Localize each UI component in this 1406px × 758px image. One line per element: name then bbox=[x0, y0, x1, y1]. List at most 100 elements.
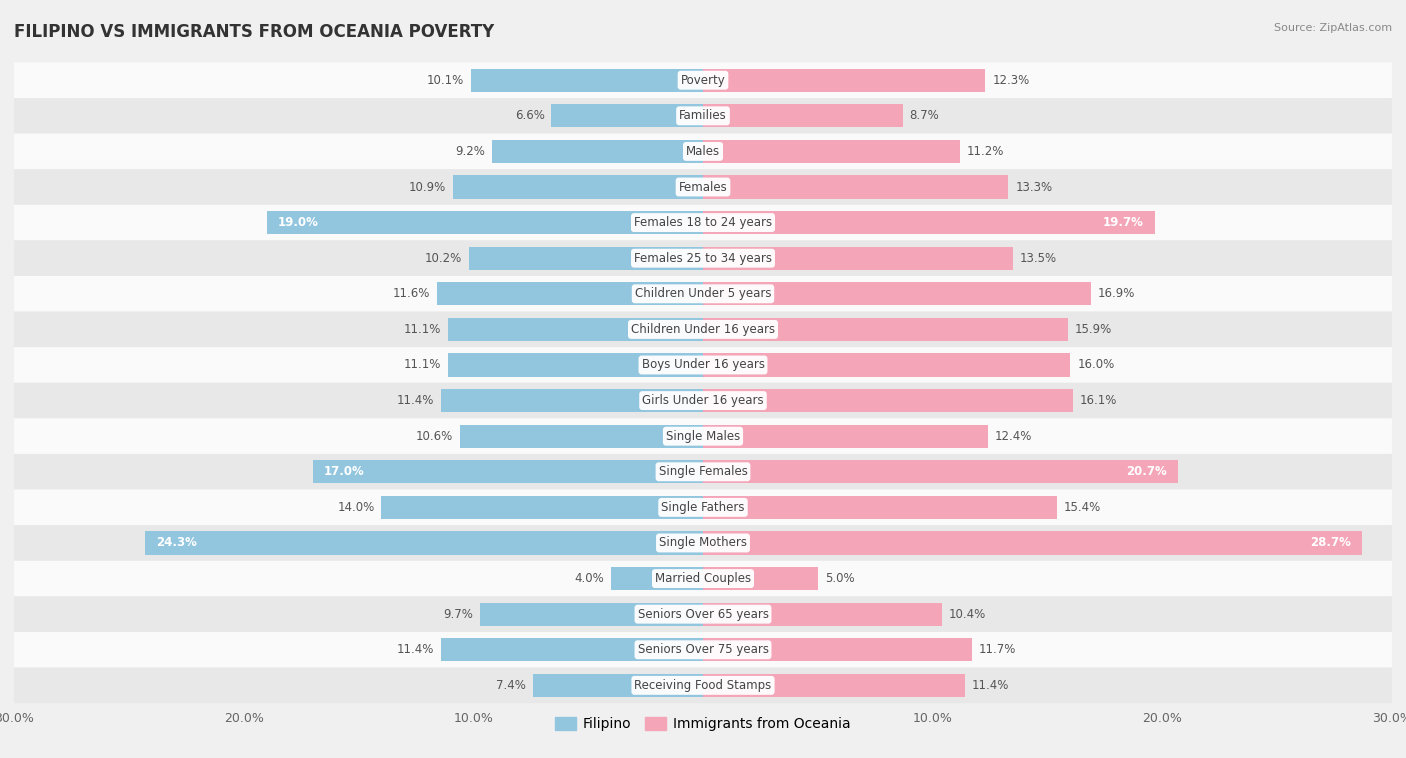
Text: 16.1%: 16.1% bbox=[1080, 394, 1116, 407]
Text: Females 18 to 24 years: Females 18 to 24 years bbox=[634, 216, 772, 229]
FancyBboxPatch shape bbox=[14, 668, 1392, 703]
Text: 19.0%: 19.0% bbox=[278, 216, 319, 229]
Text: 14.0%: 14.0% bbox=[337, 501, 374, 514]
Bar bbox=[703, 246, 1012, 270]
Text: 4.0%: 4.0% bbox=[575, 572, 605, 585]
Text: Children Under 5 years: Children Under 5 years bbox=[634, 287, 772, 300]
Bar bbox=[703, 460, 1178, 484]
Bar bbox=[381, 496, 703, 519]
Bar bbox=[703, 353, 1070, 377]
Bar bbox=[267, 211, 703, 234]
Text: Source: ZipAtlas.com: Source: ZipAtlas.com bbox=[1274, 23, 1392, 33]
Text: Seniors Over 65 years: Seniors Over 65 years bbox=[637, 608, 769, 621]
Text: 11.6%: 11.6% bbox=[392, 287, 430, 300]
Text: Families: Families bbox=[679, 109, 727, 122]
Bar bbox=[533, 674, 703, 697]
Bar bbox=[703, 531, 1362, 555]
Bar bbox=[703, 69, 986, 92]
Text: 20.7%: 20.7% bbox=[1126, 465, 1167, 478]
FancyBboxPatch shape bbox=[14, 490, 1392, 525]
Bar bbox=[492, 139, 703, 163]
Text: Single Females: Single Females bbox=[658, 465, 748, 478]
FancyBboxPatch shape bbox=[14, 98, 1392, 133]
Bar bbox=[703, 139, 960, 163]
Bar bbox=[453, 175, 703, 199]
Text: Receiving Food Stamps: Receiving Food Stamps bbox=[634, 679, 772, 692]
Bar bbox=[468, 246, 703, 270]
Bar bbox=[703, 211, 1156, 234]
Text: 11.2%: 11.2% bbox=[967, 145, 1004, 158]
Text: 8.7%: 8.7% bbox=[910, 109, 939, 122]
Text: 9.7%: 9.7% bbox=[443, 608, 474, 621]
Text: 16.0%: 16.0% bbox=[1077, 359, 1115, 371]
Bar bbox=[449, 353, 703, 377]
Text: 28.7%: 28.7% bbox=[1310, 537, 1351, 550]
Text: 10.2%: 10.2% bbox=[425, 252, 461, 265]
Bar bbox=[703, 318, 1069, 341]
FancyBboxPatch shape bbox=[14, 418, 1392, 454]
Bar bbox=[449, 318, 703, 341]
Bar bbox=[703, 567, 818, 590]
FancyBboxPatch shape bbox=[14, 276, 1392, 312]
FancyBboxPatch shape bbox=[14, 312, 1392, 347]
Text: Poverty: Poverty bbox=[681, 74, 725, 86]
Text: 10.9%: 10.9% bbox=[409, 180, 446, 193]
Text: Single Mothers: Single Mothers bbox=[659, 537, 747, 550]
Text: 12.3%: 12.3% bbox=[993, 74, 1029, 86]
Bar bbox=[145, 531, 703, 555]
Bar bbox=[703, 424, 988, 448]
Bar bbox=[441, 389, 703, 412]
Text: 10.4%: 10.4% bbox=[949, 608, 986, 621]
Bar bbox=[703, 105, 903, 127]
Text: 11.4%: 11.4% bbox=[396, 394, 434, 407]
Text: Males: Males bbox=[686, 145, 720, 158]
Text: 11.7%: 11.7% bbox=[979, 644, 1017, 656]
Text: 10.1%: 10.1% bbox=[427, 74, 464, 86]
FancyBboxPatch shape bbox=[14, 169, 1392, 205]
Text: 11.1%: 11.1% bbox=[404, 323, 441, 336]
FancyBboxPatch shape bbox=[14, 133, 1392, 169]
Bar bbox=[471, 69, 703, 92]
Text: 13.5%: 13.5% bbox=[1019, 252, 1057, 265]
FancyBboxPatch shape bbox=[14, 347, 1392, 383]
Text: 24.3%: 24.3% bbox=[156, 537, 197, 550]
Bar bbox=[703, 674, 965, 697]
Text: Married Couples: Married Couples bbox=[655, 572, 751, 585]
FancyBboxPatch shape bbox=[14, 240, 1392, 276]
Text: 17.0%: 17.0% bbox=[323, 465, 364, 478]
Text: 6.6%: 6.6% bbox=[515, 109, 544, 122]
Bar bbox=[437, 282, 703, 305]
FancyBboxPatch shape bbox=[14, 62, 1392, 98]
FancyBboxPatch shape bbox=[14, 205, 1392, 240]
Text: 11.1%: 11.1% bbox=[404, 359, 441, 371]
Bar bbox=[703, 175, 1008, 199]
Bar bbox=[612, 567, 703, 590]
Bar bbox=[441, 638, 703, 661]
Text: Boys Under 16 years: Boys Under 16 years bbox=[641, 359, 765, 371]
FancyBboxPatch shape bbox=[14, 383, 1392, 418]
Text: 13.3%: 13.3% bbox=[1015, 180, 1053, 193]
Legend: Filipino, Immigrants from Oceania: Filipino, Immigrants from Oceania bbox=[550, 712, 856, 737]
Text: Girls Under 16 years: Girls Under 16 years bbox=[643, 394, 763, 407]
Bar bbox=[703, 282, 1091, 305]
Text: Females: Females bbox=[679, 180, 727, 193]
Text: Single Fathers: Single Fathers bbox=[661, 501, 745, 514]
Bar bbox=[703, 638, 972, 661]
Bar bbox=[481, 603, 703, 626]
Text: FILIPINO VS IMMIGRANTS FROM OCEANIA POVERTY: FILIPINO VS IMMIGRANTS FROM OCEANIA POVE… bbox=[14, 23, 495, 41]
Text: 19.7%: 19.7% bbox=[1104, 216, 1144, 229]
FancyBboxPatch shape bbox=[14, 454, 1392, 490]
Bar bbox=[703, 389, 1073, 412]
Text: Females 25 to 34 years: Females 25 to 34 years bbox=[634, 252, 772, 265]
Bar bbox=[460, 424, 703, 448]
Bar bbox=[703, 496, 1057, 519]
Text: 15.4%: 15.4% bbox=[1063, 501, 1101, 514]
Text: 5.0%: 5.0% bbox=[825, 572, 855, 585]
Text: 7.4%: 7.4% bbox=[496, 679, 526, 692]
FancyBboxPatch shape bbox=[14, 597, 1392, 632]
Text: 10.6%: 10.6% bbox=[415, 430, 453, 443]
Bar bbox=[312, 460, 703, 484]
Bar bbox=[703, 603, 942, 626]
Text: 11.4%: 11.4% bbox=[972, 679, 1010, 692]
Text: 11.4%: 11.4% bbox=[396, 644, 434, 656]
